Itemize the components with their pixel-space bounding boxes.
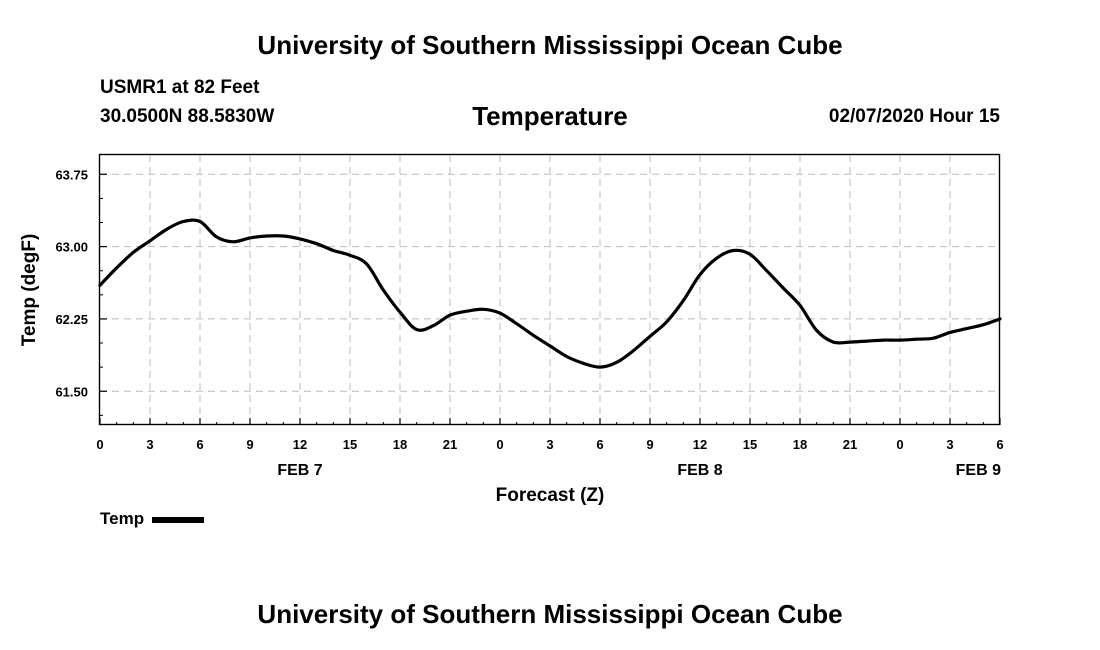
coordinates-label: 30.0500N 88.5830W bbox=[100, 106, 275, 127]
footer-title: University of Southern Mississippi Ocean… bbox=[257, 599, 843, 629]
x-tick-label: 3 bbox=[546, 437, 553, 452]
x-tick-label: 6 bbox=[196, 437, 203, 452]
y-tick-label: 63.00 bbox=[55, 240, 88, 255]
variable-title: Temperature bbox=[472, 101, 628, 131]
axis-labels: 0 3 6 9 12 15 18 21 0 3 6 9 12 15 18 21 0 3 6 61.50 62.25 63.… bbox=[19, 167, 1004, 506]
x-tick-label: 15 bbox=[743, 437, 757, 452]
y-axis-title: Temp (degF) bbox=[19, 234, 40, 347]
x-tick-label: 0 bbox=[96, 437, 103, 452]
x-tick-label: 6 bbox=[596, 437, 603, 452]
x-tick-label: 0 bbox=[896, 437, 903, 452]
series-line-temp bbox=[98, 218, 1002, 369]
legend: Temp bbox=[100, 509, 205, 529]
x-tick-label: 15 bbox=[343, 437, 357, 452]
x-tick-label: 12 bbox=[293, 437, 307, 452]
legend-swatch-temp bbox=[152, 517, 205, 523]
legend-label-temp: Temp bbox=[100, 509, 145, 528]
x-tick-label: 0 bbox=[496, 437, 503, 452]
x-tick-label: 18 bbox=[793, 437, 807, 452]
grid-lines bbox=[100, 155, 1000, 425]
x-tick-label: 12 bbox=[693, 437, 707, 452]
y-tick-label: 61.50 bbox=[55, 384, 88, 399]
x-tick-label: 18 bbox=[393, 437, 407, 452]
date-label: FEB 7 bbox=[277, 462, 322, 479]
datetime-label: 02/07/2020 Hour 15 bbox=[828, 106, 1000, 127]
station-label: USMR1 at 82 Feet bbox=[100, 77, 260, 98]
x-tick-label: 21 bbox=[443, 437, 457, 452]
x-tick-label: 21 bbox=[843, 437, 857, 452]
x-tick-label: 3 bbox=[146, 437, 153, 452]
date-label: FEB 8 bbox=[677, 462, 722, 479]
x-tick-label: 9 bbox=[246, 437, 253, 452]
series-layer bbox=[98, 218, 1002, 369]
y-tick-label: 63.75 bbox=[55, 167, 88, 182]
date-label: FEB 9 bbox=[956, 462, 1001, 479]
x-axis-title: Forecast (Z) bbox=[496, 485, 605, 506]
x-tick-label: 3 bbox=[946, 437, 953, 452]
x-tick-label: 9 bbox=[646, 437, 653, 452]
chart-main-title: University of Southern Mississippi Ocean… bbox=[257, 30, 843, 60]
x-tick-label: 6 bbox=[996, 437, 1003, 452]
plot-frame bbox=[98, 153, 1001, 426]
y-tick-label: 62.25 bbox=[55, 312, 88, 327]
